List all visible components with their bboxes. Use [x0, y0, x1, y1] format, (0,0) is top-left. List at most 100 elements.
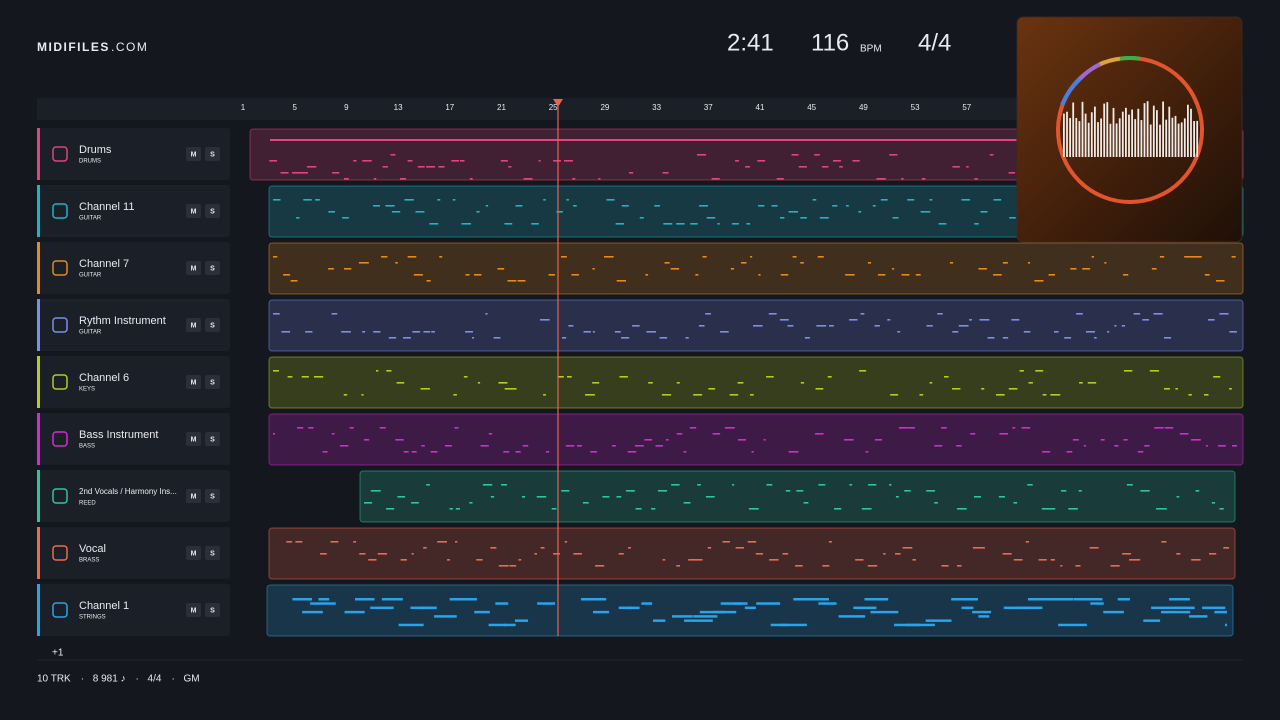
solo-button[interactable] — [205, 147, 220, 161]
note — [501, 484, 508, 486]
note — [688, 559, 698, 561]
note — [798, 166, 807, 168]
note — [310, 602, 336, 605]
note — [1214, 610, 1227, 614]
track-icon — [52, 545, 68, 561]
note — [322, 451, 328, 453]
note — [698, 325, 705, 327]
mute-button[interactable] — [186, 546, 201, 560]
brand-name[interactable]: MIDIFILES — [37, 40, 110, 54]
note — [737, 382, 744, 384]
note — [952, 388, 961, 390]
footer-item: 4/4 — [148, 674, 162, 685]
note — [573, 205, 577, 207]
spectrum-bar — [1140, 120, 1143, 157]
note — [1094, 337, 1097, 339]
note — [592, 610, 610, 614]
note — [696, 559, 703, 561]
mute-button[interactable] — [186, 489, 201, 503]
note — [465, 598, 477, 601]
note — [874, 325, 880, 327]
track-type: BRASS — [79, 558, 99, 564]
mute-button[interactable] — [186, 204, 201, 218]
note — [747, 541, 757, 543]
note — [758, 274, 761, 276]
track-header[interactable] — [37, 470, 230, 522]
note — [644, 439, 653, 441]
spectrum-bar — [1063, 113, 1065, 157]
track-icon — [52, 146, 68, 162]
note — [661, 394, 672, 396]
track-header[interactable] — [37, 128, 230, 180]
solo-button[interactable] — [205, 318, 220, 332]
note — [828, 541, 832, 543]
note — [412, 331, 421, 333]
spectrum-bar — [1183, 118, 1186, 157]
note — [411, 451, 417, 453]
more-tracks[interactable]: +1 — [52, 648, 64, 659]
mute-button[interactable] — [186, 603, 201, 617]
note — [332, 172, 340, 174]
solo-button[interactable] — [205, 375, 220, 389]
ruler-label: 29 — [600, 103, 609, 112]
track-header[interactable] — [37, 185, 230, 237]
note — [447, 559, 450, 561]
note — [657, 490, 668, 492]
note — [573, 553, 582, 555]
solo-button[interactable] — [205, 603, 220, 617]
spectrum-bar — [1159, 124, 1161, 157]
footer-item: 10 TRK — [37, 674, 71, 685]
solo-button[interactable] — [205, 204, 220, 218]
solo-button[interactable] — [205, 261, 220, 275]
mute-button[interactable] — [186, 261, 201, 275]
ruler[interactable] — [37, 98, 1243, 120]
note — [970, 433, 976, 435]
note — [711, 178, 720, 180]
note — [354, 598, 375, 601]
note — [659, 337, 668, 339]
note — [625, 490, 635, 492]
note — [1137, 451, 1144, 453]
spectrum-bar — [1156, 110, 1158, 157]
track-header[interactable] — [37, 527, 230, 579]
track-header[interactable] — [37, 299, 230, 351]
track-header[interactable] — [37, 584, 230, 636]
track-header[interactable] — [37, 356, 230, 408]
track-header[interactable] — [37, 413, 230, 465]
ring-segment — [1099, 56, 1121, 66]
note — [273, 199, 281, 201]
note — [1153, 313, 1163, 315]
note — [662, 559, 666, 561]
note — [852, 160, 860, 162]
mute-button[interactable] — [186, 375, 201, 389]
note — [892, 217, 899, 219]
note — [780, 623, 807, 627]
ruler-label: 21 — [497, 103, 506, 112]
note — [981, 388, 985, 390]
track-icon — [52, 317, 68, 333]
mute-button[interactable] — [186, 432, 201, 446]
note — [822, 565, 830, 567]
mute-button[interactable] — [186, 147, 201, 161]
note — [531, 223, 539, 225]
note — [1122, 553, 1131, 555]
note — [1224, 623, 1227, 627]
note — [344, 610, 365, 614]
note — [331, 433, 335, 435]
solo-button[interactable] — [205, 546, 220, 560]
playhead-handle[interactable] — [553, 99, 563, 107]
note — [972, 547, 980, 549]
note — [1114, 325, 1117, 327]
solo-button[interactable] — [205, 432, 220, 446]
track-header[interactable] — [37, 242, 230, 294]
note — [1175, 388, 1178, 390]
note — [792, 256, 797, 258]
note — [864, 598, 889, 601]
note — [1103, 610, 1124, 614]
note — [788, 211, 799, 213]
note — [706, 217, 716, 219]
mute-button[interactable] — [186, 318, 201, 332]
solo-button[interactable] — [205, 489, 220, 503]
note — [1050, 394, 1061, 396]
